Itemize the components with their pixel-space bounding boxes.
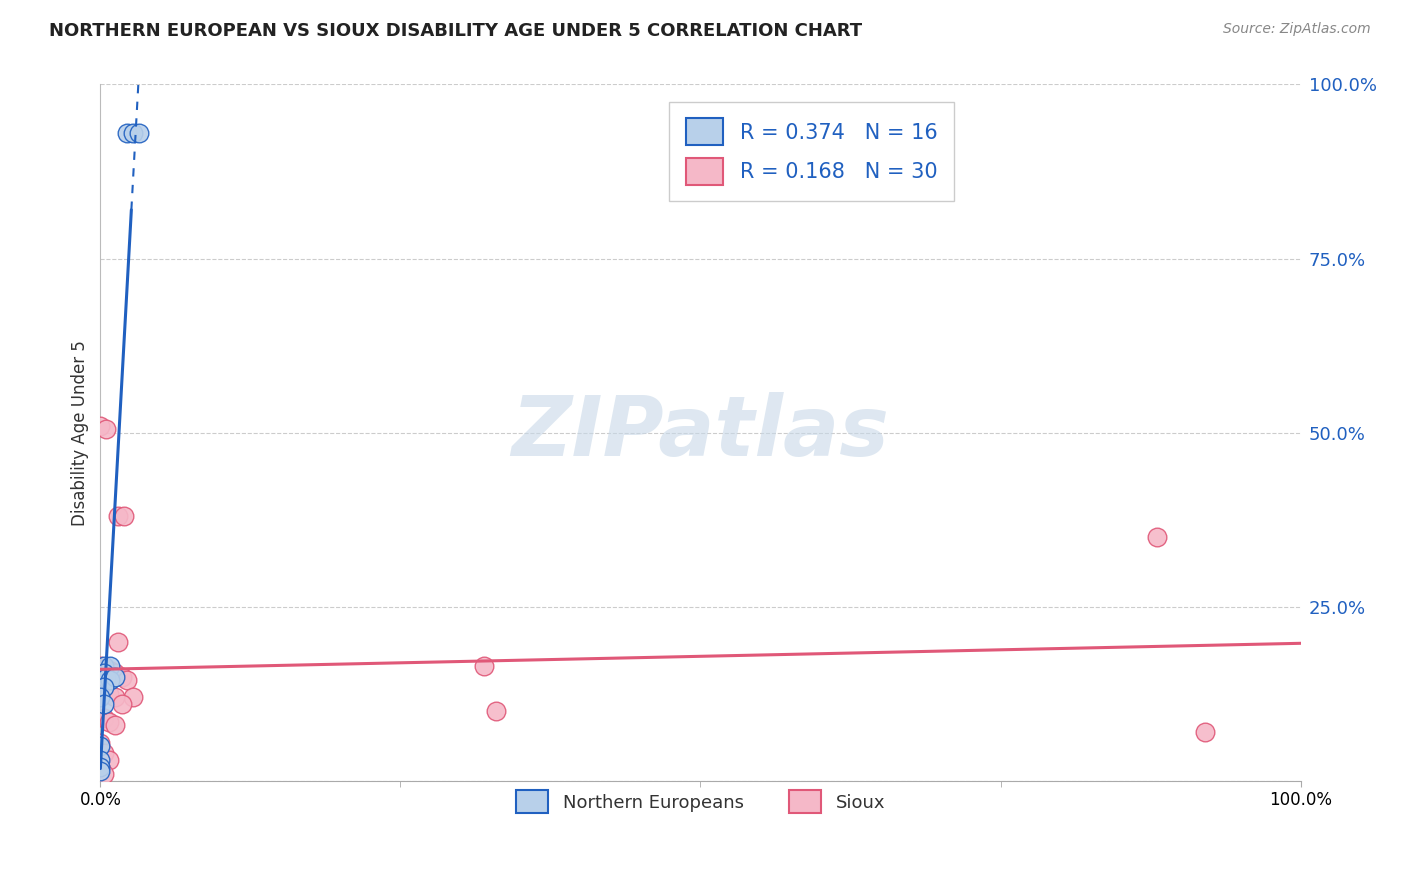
Point [97,753,120,767]
Point [107,634,129,648]
Point [97,687,120,701]
Point [474,659,496,673]
Point [89,418,111,433]
Y-axis label: Disability Age Under 5: Disability Age Under 5 [72,340,89,525]
Point [93,698,115,712]
Point [121,126,143,140]
Point [1146,530,1168,544]
Point [89,690,111,705]
Point [104,666,127,681]
Point [96,671,118,685]
Point [93,683,115,698]
Point [121,690,143,705]
Point [96,422,118,436]
Point [111,669,134,683]
Point [89,676,111,690]
Point [93,666,115,681]
Point [93,661,115,675]
Point [93,767,115,781]
Point [104,690,127,705]
Point [93,746,115,760]
Point [93,659,115,673]
Text: NORTHERN EUROPEAN VS SIOUX DISABILITY AGE UNDER 5 CORRELATION CHART: NORTHERN EUROPEAN VS SIOUX DISABILITY AG… [49,22,862,40]
Legend: Northern Europeans, Sioux: Northern Europeans, Sioux [505,780,896,824]
Point [485,704,508,718]
Point [98,659,121,673]
Point [115,673,138,687]
Point [115,126,138,140]
Point [98,664,121,678]
Point [93,711,115,725]
Point [93,680,115,694]
Point [104,718,127,732]
Point [111,698,134,712]
Point [128,126,150,140]
Point [97,714,120,729]
Point [112,509,135,524]
Point [89,764,111,778]
Point [89,739,111,754]
Point [98,673,121,687]
Point [89,760,111,774]
Point [97,663,120,677]
Point [89,760,111,774]
Text: Source: ZipAtlas.com: Source: ZipAtlas.com [1223,22,1371,37]
Point [89,736,111,750]
Point [1194,725,1216,739]
Point [104,669,127,683]
Point [89,659,111,673]
Point [89,753,111,767]
Text: ZIPatlas: ZIPatlas [512,392,890,474]
Point [107,509,129,524]
